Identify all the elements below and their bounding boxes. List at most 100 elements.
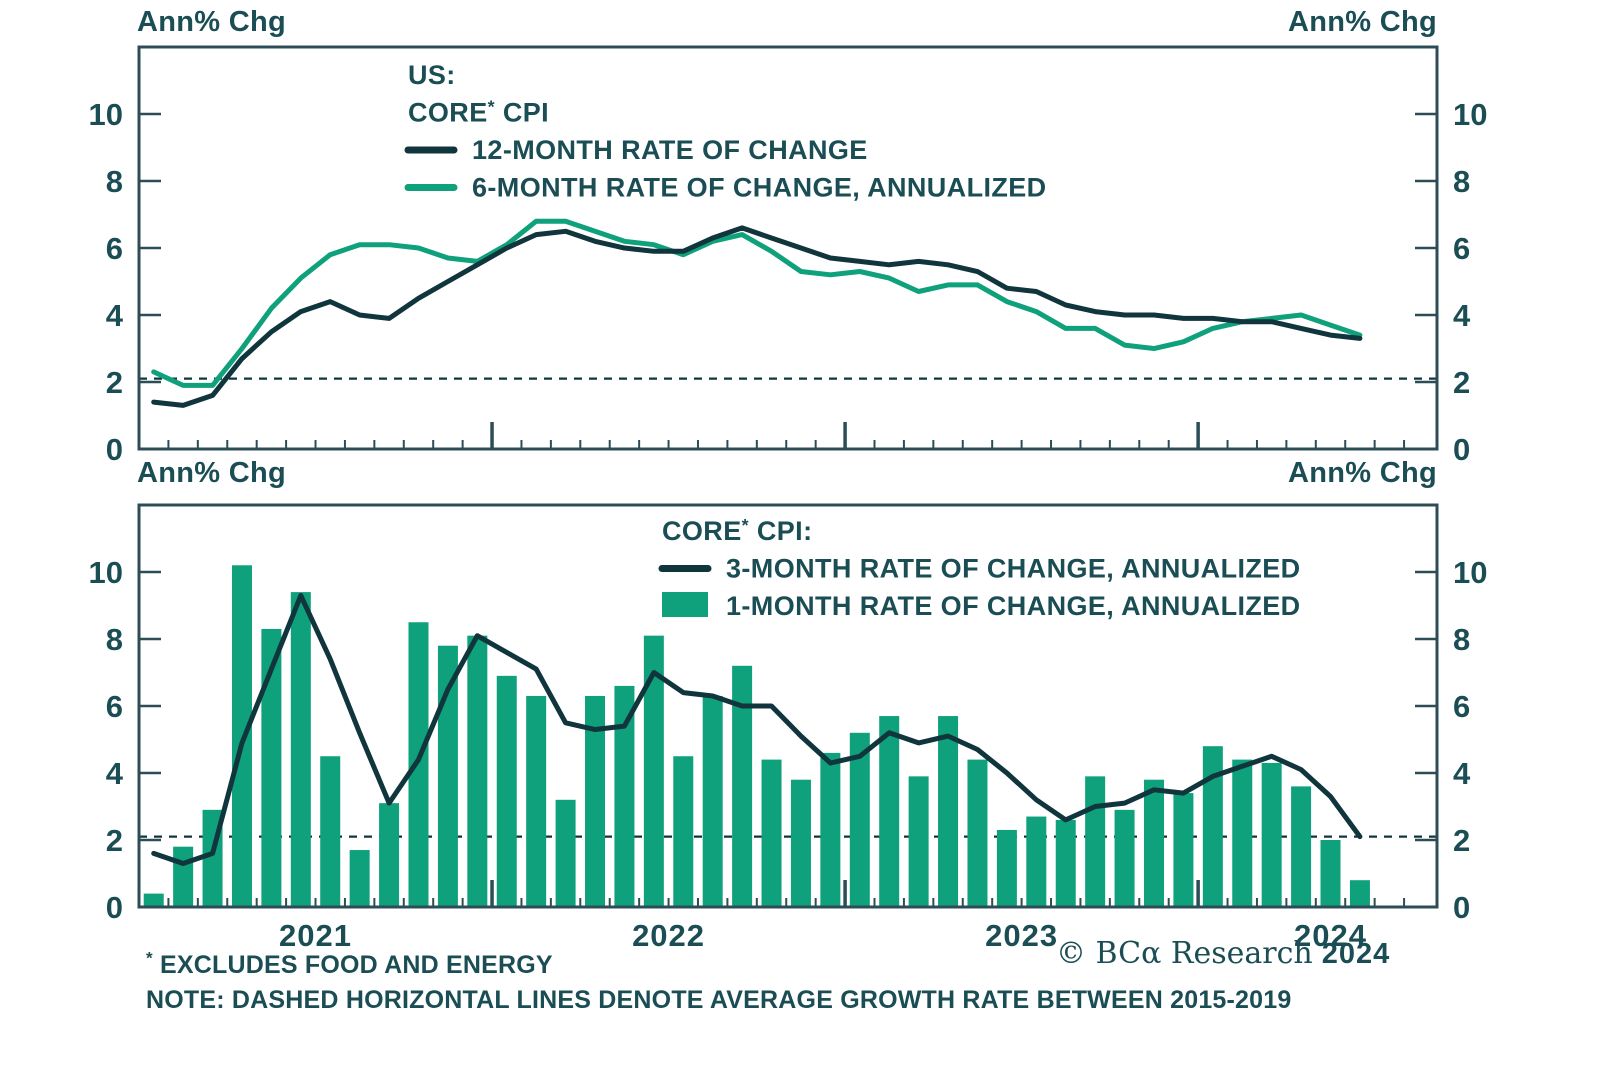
bar-month-18	[643, 635, 664, 907]
legend-title-line-2-sup: *	[488, 97, 495, 117]
legend-title-line-2: CORE* CPI	[408, 97, 549, 128]
year-label-2022: 2022	[632, 918, 705, 953]
legend-title-line-1: CORE* CPI:	[662, 515, 812, 546]
bar-month-34	[1114, 809, 1135, 907]
bar-month-13	[496, 675, 517, 907]
ytick-label-left: 6	[106, 689, 123, 724]
ytick-label-right: 8	[1453, 164, 1470, 199]
bar-month-38	[1232, 759, 1253, 907]
legend-swatch-bar	[662, 592, 708, 617]
copyright: © BCα Research 2024	[1056, 936, 1390, 971]
ytick-label-right: 4	[1453, 756, 1471, 791]
bar-month-31	[1026, 816, 1047, 907]
footnote-excludes-text: EXCLUDES FOOD AND ENERGY	[152, 951, 553, 979]
year-label-2024: 2024	[1294, 918, 1367, 953]
bar-month-12	[467, 635, 488, 907]
footnote-note: NOTE: DASHED HORIZONTAL LINES DENOTE AVE…	[146, 986, 1292, 1014]
legend-title-line-2-main: CORE	[408, 98, 488, 128]
copyright-brand: © BCα Research	[1056, 936, 1313, 971]
bottom-panel-ylabel-right: Ann% Chg	[1288, 457, 1437, 489]
ytick-label-right: 10	[1453, 97, 1487, 132]
top-panel-ylabel-right: Ann% Chg	[1288, 6, 1437, 38]
ytick-label-left: 0	[106, 890, 123, 925]
year-label-2023: 2023	[985, 918, 1058, 953]
ytick-label-right: 0	[1453, 432, 1470, 467]
bar-month-14	[526, 695, 547, 907]
ytick-label-left: 6	[106, 231, 123, 266]
bar-month-39	[1261, 762, 1282, 907]
footnote-excludes: * EXCLUDES FOOD AND ENERGY	[146, 948, 553, 980]
line-6-month-rate-of-change-annualized	[151, 218, 1363, 388]
bar-month-10	[408, 622, 429, 907]
bar-month-11	[437, 645, 458, 907]
ytick-label-right: 0	[1453, 890, 1470, 925]
bar-month-16	[585, 695, 606, 907]
top-panel: 0 0 2 2 4 4 6 6 8 8 10 10 US: CORE* CPI 12-MONTH RATE …	[89, 45, 1487, 467]
ytick-label-left: 10	[89, 97, 123, 132]
bar-month-42	[1349, 880, 1370, 907]
legend-title-line-1: US:	[408, 60, 456, 90]
bar-month-36	[1173, 793, 1194, 907]
bar-month-17	[614, 685, 635, 907]
legend-title-line-1-main: CORE	[662, 516, 742, 546]
bar-month-7	[320, 756, 341, 907]
bar-month-21	[732, 665, 753, 907]
legend-entry-label: 12-MONTH RATE OF CHANGE	[472, 135, 868, 165]
legend-title-line-1-sup: *	[742, 515, 749, 535]
bar-month-5	[261, 628, 282, 907]
legend: CORE* CPI: 3-MONTH RATE OF CHANGE, ANNUAL…	[658, 515, 1301, 621]
ytick-label-left: 4	[106, 756, 124, 791]
bar-month-22	[761, 759, 782, 907]
bar-month-6	[290, 592, 311, 907]
ytick-label-left: 4	[106, 298, 124, 333]
ytick-label-right: 2	[1453, 823, 1470, 858]
bar-month-37	[1202, 746, 1223, 907]
top-panel-ylabel-left: Ann% Chg	[137, 6, 286, 38]
bar-month-4	[231, 565, 252, 907]
legend-title-line-2-rest: CPI	[495, 98, 549, 128]
bottom-panel: 0 0 2 2 4 4 6 6 8 8 10 10 CORE* CPI: 3-MONTH RATE OF …	[89, 503, 1487, 925]
bar-month-29	[967, 759, 988, 907]
legend-entry-label: 1-MONTH RATE OF CHANGE, ANNUALIZED	[726, 591, 1301, 621]
bar-month-32	[1055, 819, 1076, 907]
bar-month-20	[702, 695, 723, 907]
bar-month-26	[879, 716, 900, 907]
bar-month-1	[143, 893, 164, 907]
ytick-label-left: 10	[89, 555, 123, 590]
ytick-label-right: 10	[1453, 555, 1487, 590]
bar-month-25	[849, 732, 870, 907]
ytick-label-left: 2	[106, 823, 123, 858]
bar-month-30	[996, 829, 1017, 907]
panel-frame	[137, 45, 1439, 451]
ytick-label-left: 8	[106, 164, 123, 199]
bar-month-8	[349, 850, 370, 907]
legend-entry-label: 3-MONTH RATE OF CHANGE, ANNUALIZED	[726, 554, 1301, 584]
legend: US: CORE* CPI 12-MONTH RATE OF CHANGE 6-MON…	[404, 60, 1047, 203]
bar-month-33	[1085, 776, 1106, 907]
bar-month-9	[379, 803, 400, 907]
bar-month-24	[820, 752, 841, 907]
ytick-label-right: 6	[1453, 231, 1470, 266]
legend-entry-label: 6-MONTH RATE OF CHANGE, ANNUALIZED	[472, 173, 1047, 203]
footnote-asterisk: *	[146, 948, 153, 968]
bars-1-month	[143, 565, 1370, 907]
bar-month-2	[173, 846, 194, 907]
ytick-label-right: 6	[1453, 689, 1470, 724]
bottom-panel-ylabel-left: Ann% Chg	[137, 457, 286, 489]
legend-title-line-1-rest: CPI:	[749, 516, 813, 546]
bar-month-23	[790, 779, 811, 907]
bar-month-15	[555, 799, 576, 907]
panel-frame	[137, 503, 1439, 909]
ytick-label-right: 8	[1453, 622, 1470, 657]
bar-month-35	[1143, 779, 1164, 907]
copyright-year-text: 2024	[1321, 938, 1391, 970]
ytick-label-right: 4	[1453, 298, 1471, 333]
year-label-2021: 2021	[279, 918, 352, 953]
ytick-label-left: 8	[106, 622, 123, 657]
bar-month-28	[938, 716, 959, 907]
bar-month-27	[908, 776, 929, 907]
bar-month-40	[1291, 786, 1312, 907]
line-12-month-rate-of-change	[151, 225, 1363, 408]
